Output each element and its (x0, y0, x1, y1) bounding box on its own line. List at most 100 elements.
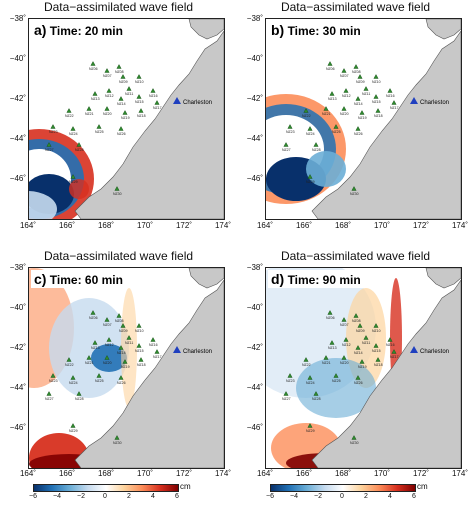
y-tick-label: −38˚ (246, 263, 263, 272)
station-label: NZ10 (372, 80, 381, 84)
station-label: NZ15 (372, 349, 381, 353)
station-marker: NZ21 (85, 355, 94, 365)
x-tick-label: 174˚ (214, 469, 231, 478)
station-triangle-icon (387, 88, 393, 93)
station-label: NZ08 (115, 319, 124, 323)
station-marker: NZ30 (113, 186, 122, 196)
station-marker: NZ07 (103, 68, 112, 78)
station-triangle-icon (90, 310, 96, 315)
station-label: NZ07 (340, 74, 349, 78)
station-label: NZ28 (75, 397, 84, 401)
station-triangle-icon (341, 68, 347, 73)
station-marker: NZ16 (149, 337, 158, 347)
station-label: NZ16 (386, 343, 395, 347)
station-label: NZ26 (354, 132, 363, 136)
station-label: NZ16 (386, 94, 395, 98)
station-label: NZ11 (125, 341, 133, 345)
station-label: NZ14 (117, 102, 126, 106)
station-triangle-icon (375, 108, 381, 113)
station-marker: NZ15 (372, 94, 381, 104)
station-triangle-icon (359, 359, 365, 364)
station-marker: NZ29 (306, 423, 315, 433)
station-triangle-icon (355, 126, 361, 131)
station-label: NZ14 (354, 102, 363, 106)
station-triangle-icon (122, 110, 128, 115)
station-triangle-icon (313, 391, 319, 396)
station-label: NZ19 (358, 365, 367, 369)
station-label: NZ12 (342, 94, 351, 98)
station-marker: NZ29 (306, 174, 315, 184)
north-island-land (425, 268, 461, 289)
station-label: NZ10 (135, 80, 144, 84)
station-marker: NZ18 (137, 108, 146, 118)
colorbar-tick-label: −2 (77, 493, 85, 500)
y-tick-label: −44˚ (246, 134, 263, 143)
station-label: NZ20 (103, 112, 112, 116)
station-triangle-icon (118, 126, 124, 131)
station-marker: NZ28 (312, 142, 321, 152)
station-marker: NZ17 (153, 349, 162, 359)
x-tick-label: 168˚ (334, 469, 351, 478)
x-tick-label: 168˚ (97, 221, 114, 230)
y-tick-label: −40˚ (9, 303, 26, 312)
y-tick-label: −44˚ (9, 383, 26, 392)
station-marker: NZ08 (352, 64, 361, 74)
colorbar-tick-label: −4 (290, 493, 298, 500)
station-label: NZ27 (45, 148, 54, 152)
station-marker: NZ10 (372, 323, 381, 333)
wave-field-blob (69, 179, 89, 199)
station-label: NZ06 (326, 67, 335, 71)
station-marker: NZ24 (69, 375, 78, 385)
station-triangle-icon (136, 94, 142, 99)
station-label: NZ09 (119, 329, 128, 333)
station-label: NZ08 (352, 319, 361, 323)
station-label: NZ11 (362, 341, 370, 345)
station-triangle-icon (355, 345, 361, 350)
station-label: NZ16 (149, 94, 158, 98)
station-label: NZ15 (135, 349, 144, 353)
station-marker: NZ27 (282, 391, 291, 401)
charleston-triangle-icon (410, 346, 418, 353)
station-marker: NZ26 (354, 375, 363, 385)
colorbar-tick-label: −6 (29, 493, 37, 500)
station-marker: NZ11 (125, 335, 133, 345)
station-marker: NZ20 (340, 106, 349, 116)
x-tick-label: 174˚ (451, 469, 468, 478)
station-label: NZ08 (115, 70, 124, 74)
station-triangle-icon (118, 375, 124, 380)
station-marker: NZ18 (374, 108, 383, 118)
station-label: NZ23 (49, 379, 58, 383)
station-triangle-icon (116, 64, 122, 69)
station-label: NZ25 (332, 130, 341, 134)
station-triangle-icon (104, 106, 110, 111)
station-marker: NZ10 (135, 74, 144, 84)
station-marker: NZ20 (340, 355, 349, 365)
station-triangle-icon (90, 61, 96, 66)
y-tick-label: −40˚ (9, 54, 26, 63)
colorbar-tick-label: −6 (266, 493, 274, 500)
y-tick-label: −38˚ (9, 263, 26, 272)
station-marker: NZ23 (49, 124, 58, 134)
station-label: NZ17 (390, 106, 399, 110)
station-triangle-icon (114, 435, 120, 440)
station-triangle-icon (66, 357, 72, 362)
station-triangle-icon (118, 96, 124, 101)
station-label: NZ25 (332, 379, 341, 383)
y-tick-label: −38˚ (9, 14, 26, 23)
y-tick-label: −38˚ (246, 14, 263, 23)
station-label: NZ12 (105, 94, 114, 98)
station-triangle-icon (46, 142, 52, 147)
station-marker: NZ09 (119, 323, 128, 333)
station-triangle-icon (307, 375, 313, 380)
station-marker: NZ15 (135, 343, 144, 353)
station-marker: NZ10 (372, 74, 381, 84)
station-label: NZ17 (390, 355, 399, 359)
station-label: NZ12 (105, 343, 114, 347)
y-tick-label: −46˚ (9, 423, 26, 432)
station-label: NZ25 (95, 379, 104, 383)
station-triangle-icon (136, 343, 142, 348)
station-triangle-icon (313, 142, 319, 147)
y-tick-label: −42˚ (9, 343, 26, 352)
x-tick-label: 170˚ (373, 221, 390, 230)
